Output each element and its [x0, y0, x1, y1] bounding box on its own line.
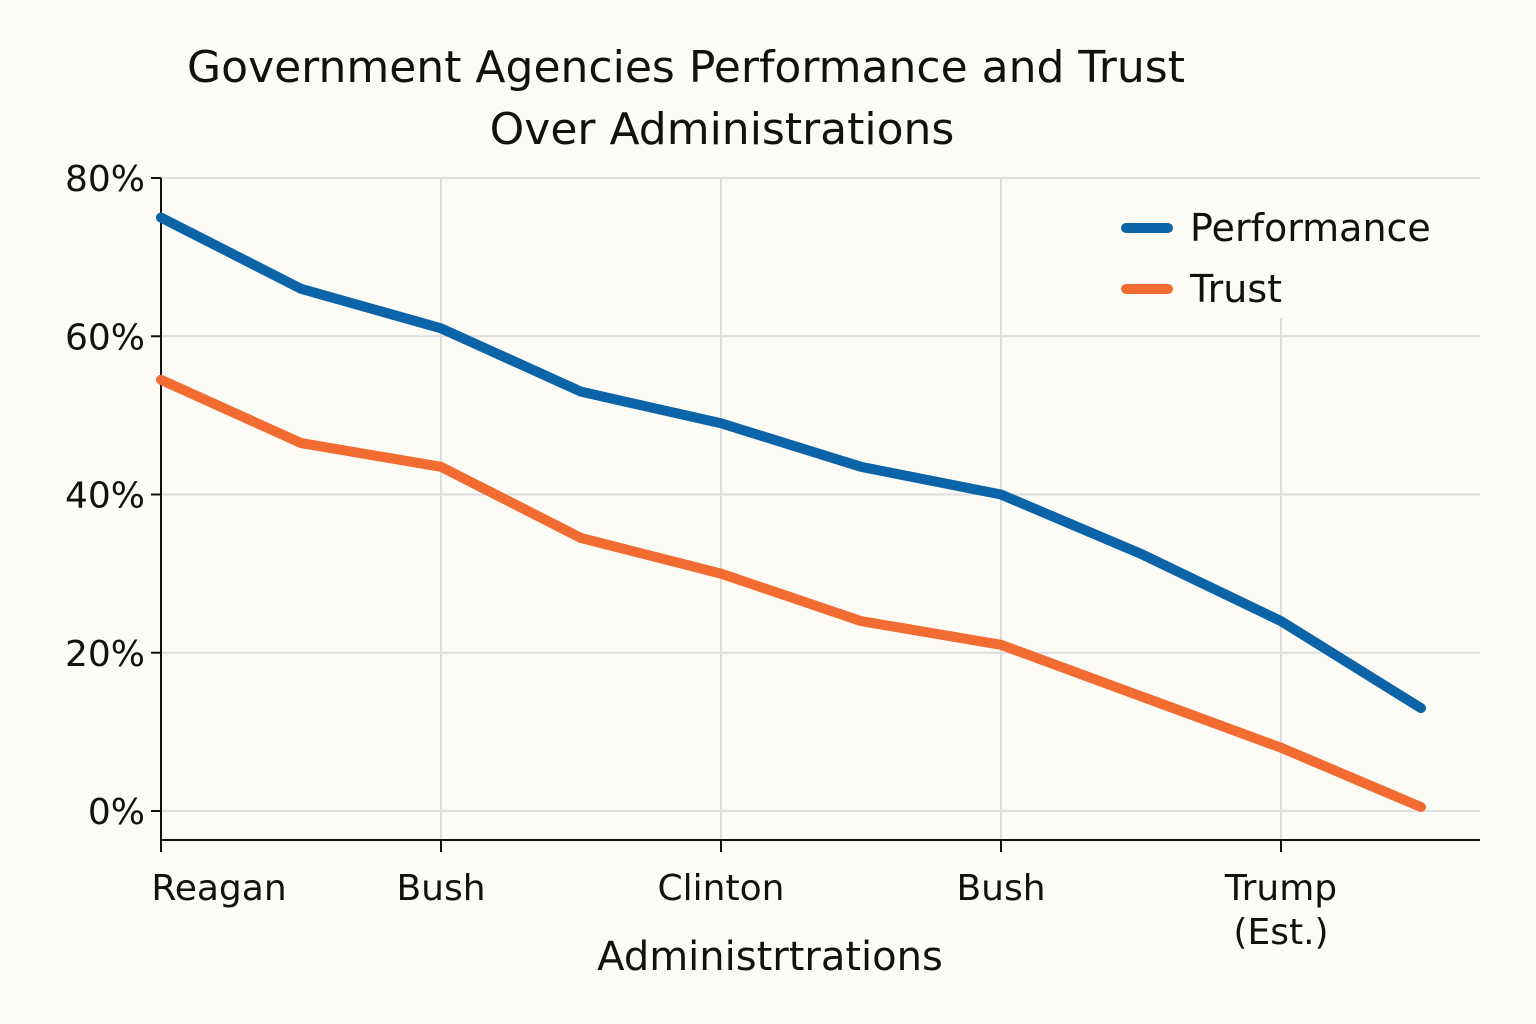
legend-label-trust: Trust: [1189, 267, 1282, 311]
x-axis-title: Administrtrations: [597, 934, 943, 980]
grid-layer: [161, 177, 1480, 840]
y-tick-label-4: 80%: [65, 159, 145, 200]
x-tick-label-3: Bush: [956, 868, 1045, 909]
series-layer: [156, 212, 1426, 813]
legend-label-performance: Performance: [1190, 206, 1431, 250]
x-tick-label-1: Bush: [396, 868, 485, 909]
x-tick-label-4: Trump (Est.): [1224, 868, 1337, 953]
x-tick-label-0: Reagan: [151, 868, 286, 909]
legend: Performance Trust: [1121, 206, 1431, 311]
y-tick-label-1: 20%: [65, 634, 145, 675]
y-tick-label-3: 60%: [65, 317, 145, 358]
chart-title: Government Agencies Performance and Trus…: [187, 42, 1185, 155]
axes-layer: [151, 177, 1480, 852]
y-tick-label-2: 40%: [65, 476, 145, 517]
labels-layer: 0% 20% 40% 60% 80% Reagan Bush Clinton Bush Trump…: [65, 42, 1337, 980]
series-line-trust: [156, 374, 1426, 813]
series-line-performance: [156, 212, 1426, 714]
y-tick-label-0: 0%: [88, 792, 145, 833]
x-tick-label-2: Clinton: [658, 868, 785, 909]
